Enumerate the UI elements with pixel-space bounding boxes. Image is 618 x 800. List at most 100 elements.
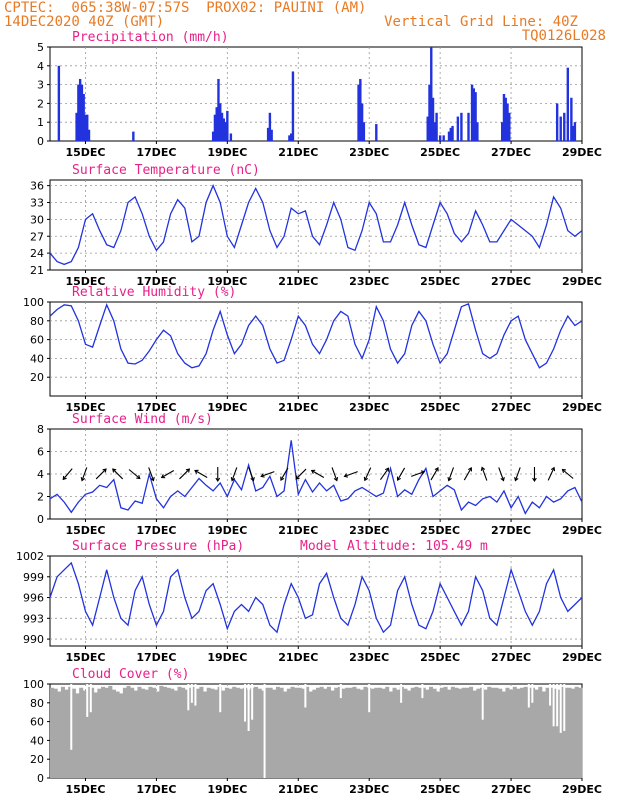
panel-2: Surface Temperature (nC) 21 24 27 30 33 36 15DE… [30,163,602,288]
cloud-bar [254,686,259,778]
wind-arrow [561,468,574,479]
panel-frame [49,179,583,271]
panel-frame [49,46,583,142]
wind-arrow [514,467,521,482]
panel-title: Surface Temperature (nC) [72,163,260,178]
precip-bar [270,129,273,141]
cloud-dip [531,684,534,703]
xtick-label: 21DEC [278,524,318,537]
wind-arrow-shaft [231,467,238,481]
wind-arrow [248,467,255,482]
xtick-label: 17DEC [136,146,176,159]
cloud-bar [173,690,178,778]
cloud-bar [264,687,270,778]
cloud-bar [90,687,95,778]
cloud-bar [206,687,211,778]
wind-arrow [295,468,307,480]
precip-bar [431,97,435,141]
precip-bar [428,84,431,141]
wind-arrow-head [467,467,472,472]
xtick-label: 27DEC [491,783,531,796]
cloud-bar [239,688,244,778]
xtick-label: 25DEC [420,401,460,414]
cloud-bar [290,686,295,778]
cloud-dip [559,684,562,733]
cloud-bar [465,687,470,778]
wind-arrow [112,468,124,480]
cloud-bar [184,689,189,778]
precip-bar [570,97,573,141]
cloud-bar [297,687,302,778]
ytick-label: 1002 [16,550,44,563]
xtick-label: 23DEC [349,651,389,664]
wind-arrow-shaft [498,467,505,481]
xtick-label: 21DEC [278,146,318,159]
wind-arrow [447,467,455,482]
cloud-bar [250,687,255,778]
wind-arrow-shaft [295,468,307,480]
cloud-bar [221,690,226,778]
wind-arrow [379,467,390,481]
xtick-label: 17DEC [136,401,176,414]
wind-arrow-head [480,466,486,471]
cloud-bar [392,687,397,778]
cloud-bar [359,689,364,778]
wind-arrow-shaft [81,467,88,481]
xtick-label: 17DEC [136,524,176,537]
wind-arrow-shaft [364,467,372,481]
xtick-label: 23DEC [349,275,389,288]
precip-bar [504,97,507,141]
wind-arrow-head [532,477,537,483]
cloud-bar [71,688,76,778]
wind-arrow-head [420,470,426,475]
cloud-dip [481,684,484,720]
ytick-label: 4 [37,60,44,73]
cloud-bar [279,687,284,778]
cloud-bar [494,687,499,778]
precip-bar [211,131,215,141]
cloud-bar [352,686,357,778]
wind-arrow-shaft [562,469,574,479]
wind-arrow-head [112,468,117,473]
cloud-bar [213,689,219,778]
precip-bar [357,84,360,141]
cloud-bar [326,686,331,778]
cloud-bar [316,687,321,778]
ytick-label: 0 [37,513,44,526]
wind-arrow [230,467,238,482]
precip-bar [57,65,61,141]
wind-arrow [80,467,88,482]
wind-arrow-head [194,469,199,474]
cloud-bar [228,688,233,778]
precip-bar [219,103,222,141]
cloud-bar [286,688,291,778]
wind-arrow [331,467,339,482]
series-line [49,303,583,369]
ytick-label: 100 [23,678,44,691]
wind-arrow-head [500,477,505,482]
wind-arrow [310,469,325,478]
xtick-label: 25DEC [420,651,460,664]
ytick-label: 2 [37,97,44,110]
cloud-bar [192,686,197,778]
cloud-bar [418,687,423,778]
cloud-bar [469,686,474,778]
xtick-label: 25DEC [420,275,460,288]
cloud-bar [472,690,477,778]
wind-arrow-head [396,476,401,481]
cloud-bar [57,691,62,778]
cloud-bar [501,691,506,778]
xtick-label: 27DEC [491,651,531,664]
precip-bar [229,133,233,141]
precip-bar [375,124,378,141]
cloud-bar [567,687,572,778]
xtick-label: 25DEC [420,783,460,796]
wind-arrow-shaft [95,468,107,480]
wind-arrow-shaft [411,471,425,477]
cloud-bar [541,691,546,778]
ytick-label: 20 [30,753,44,766]
wind-arrow-head [434,467,439,472]
cloud-bar [428,686,434,778]
wind-arrow-head [295,475,300,480]
wind-arrow-head [343,473,349,478]
